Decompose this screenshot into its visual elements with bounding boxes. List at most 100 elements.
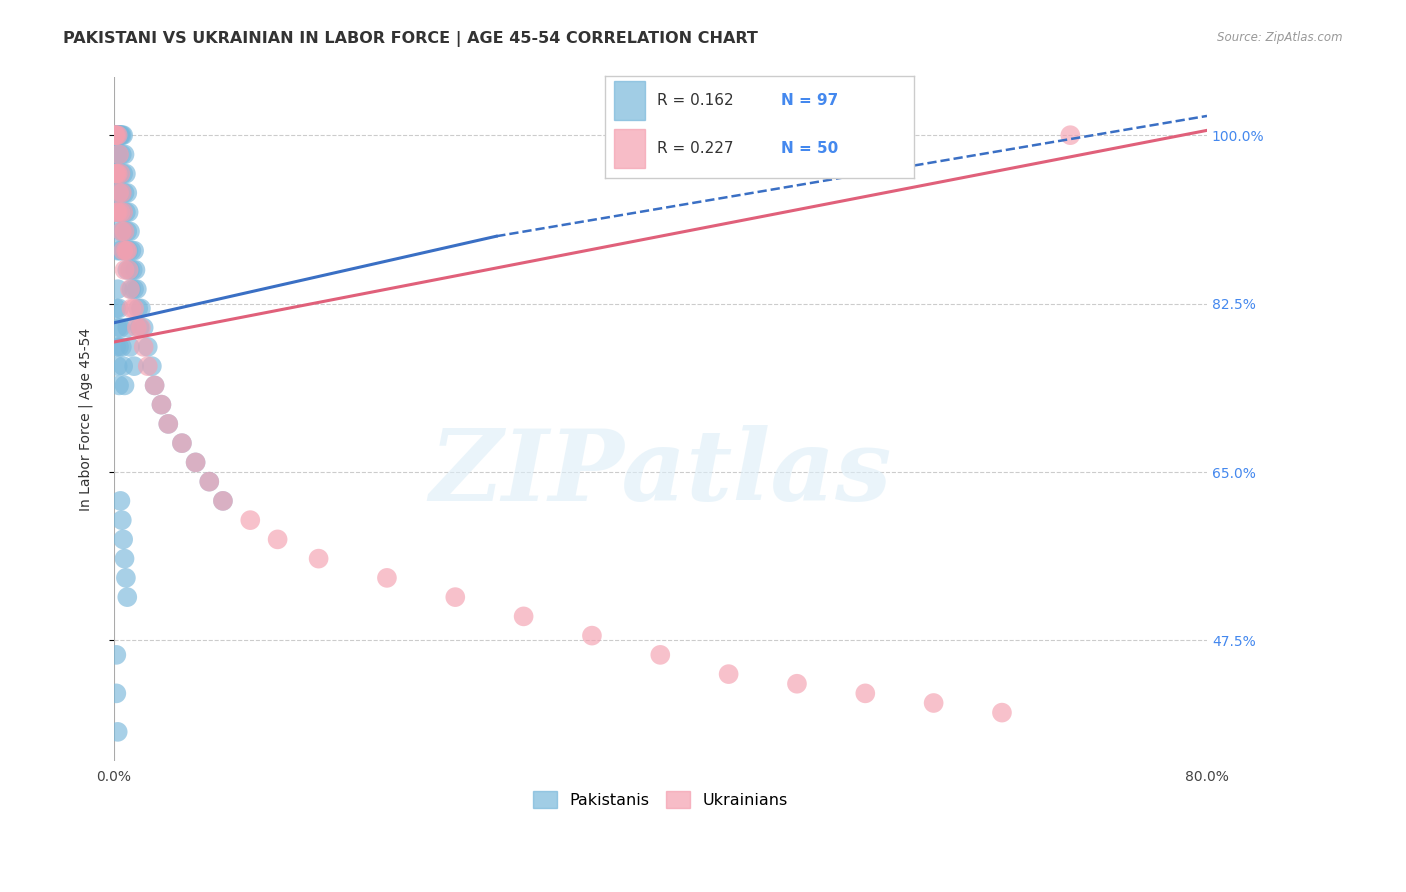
Point [105,205,128,219]
Point [105,205,128,219]
Point [117,224,139,238]
Text: N = 50: N = 50 [780,141,838,156]
Point [114,224,136,238]
Point [107,128,129,143]
Point [107,359,129,373]
Point [170,436,193,450]
Point [111,147,134,161]
Point [117,244,139,258]
Point [120,282,142,296]
Point [110,494,132,508]
Point [108,301,131,316]
Point [107,205,129,219]
Point [111,186,134,200]
Point [107,128,129,143]
Point [150,398,173,412]
Point [111,128,134,143]
Point [114,551,136,566]
Point [108,186,131,200]
Point [110,167,132,181]
Point [117,244,139,258]
Point [114,147,136,161]
Point [108,128,131,143]
Point [212,494,235,508]
Point [120,301,142,316]
Point [112,533,135,547]
Point [111,340,134,354]
Point [115,244,138,258]
Point [122,282,145,296]
Point [107,282,129,296]
Point [125,320,148,334]
Point [105,340,128,354]
Point [117,263,139,277]
Point [107,167,129,181]
Point [104,128,127,143]
Point [581,629,603,643]
Point [107,205,129,219]
Point [110,128,132,143]
Point [212,494,235,508]
Point [132,340,155,354]
Point [110,320,132,334]
Point [124,263,146,277]
Point [105,147,128,161]
Point [111,224,134,238]
Point [1059,128,1081,143]
Point [105,128,128,143]
Point [110,128,132,143]
Point [117,590,139,604]
Point [157,417,180,431]
Point [115,571,138,585]
Point [112,244,135,258]
Point [104,167,127,181]
Point [184,455,207,469]
Point [118,340,141,354]
Point [112,359,135,373]
Point [512,609,534,624]
Point [107,167,129,181]
Bar [614,129,645,168]
Point [117,186,139,200]
Point [107,224,129,238]
Point [104,128,127,143]
Point [108,186,131,200]
Point [786,677,808,691]
Point [112,205,135,219]
Point [111,513,134,527]
Point [108,128,131,143]
Point [105,128,128,143]
Point [107,128,129,143]
Point [105,128,128,143]
Point [375,571,398,585]
Point [107,320,129,334]
Point [104,128,127,143]
Point [115,205,138,219]
Point [105,167,128,181]
Point [108,147,131,161]
Point [132,320,155,334]
Point [308,551,330,566]
Point [122,359,145,373]
Point [105,128,128,143]
Point [110,205,132,219]
Point [922,696,945,710]
Point [112,167,135,181]
Point [118,224,141,238]
Point [120,244,142,258]
Point [136,359,159,373]
Point [110,205,132,219]
Point [143,378,166,392]
Point [117,263,139,277]
Point [107,128,129,143]
Point [114,378,136,392]
Point [157,417,180,431]
Point [143,378,166,392]
Text: N = 97: N = 97 [780,93,838,108]
Point [111,186,134,200]
Point [114,263,136,277]
Point [717,667,740,681]
Text: Source: ZipAtlas.com: Source: ZipAtlas.com [1218,31,1343,45]
Point [125,282,148,296]
Point [114,224,136,238]
